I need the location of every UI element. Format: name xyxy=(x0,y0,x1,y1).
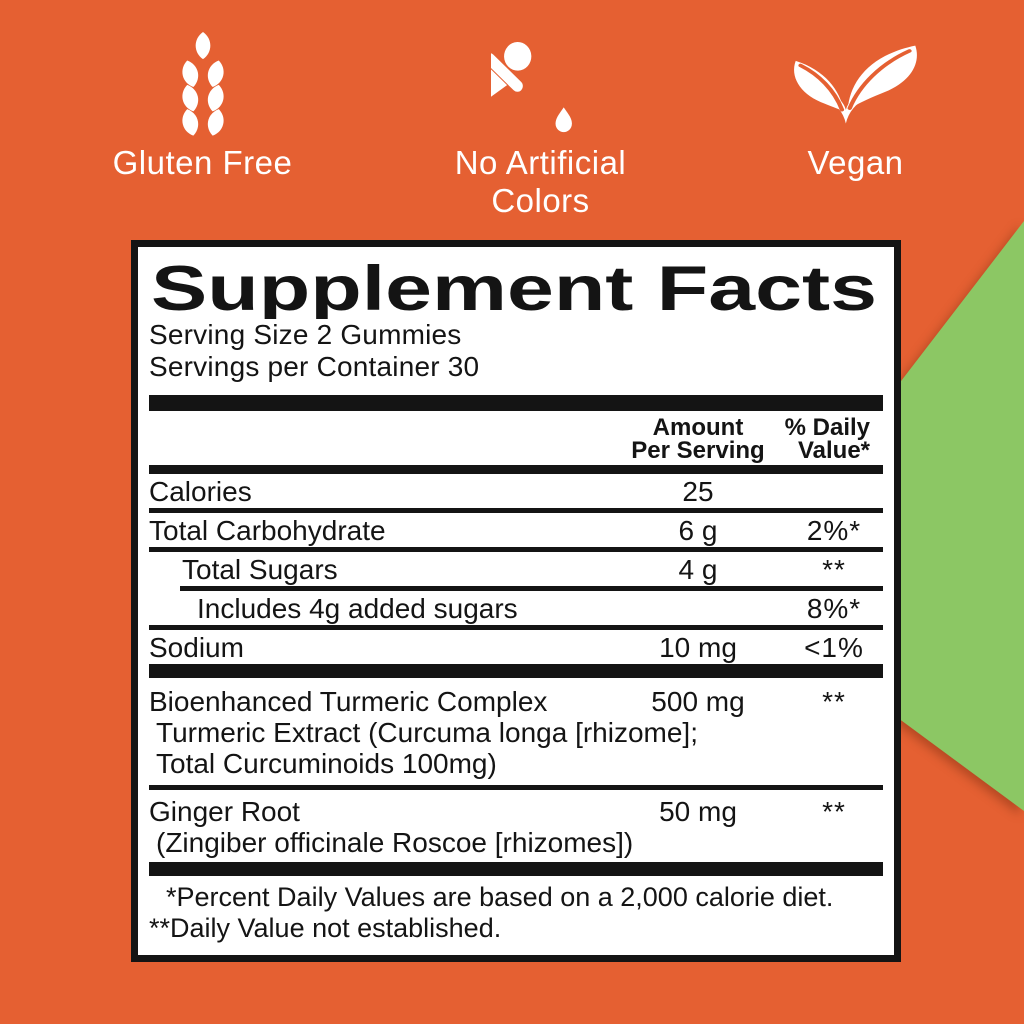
ingredient-row-turmeric-complex: Bioenhanced Turmeric Complex Turmeric Ex… xyxy=(149,678,883,785)
row-amount: 4 g xyxy=(678,554,718,585)
footnote-daily-value-not-established: **Daily Value not established. xyxy=(149,913,502,943)
panel-title: Supplement Facts xyxy=(149,253,883,324)
servings-per-container: Servings per Container 30 xyxy=(149,351,480,382)
row-separator xyxy=(149,625,883,630)
row-separator xyxy=(149,547,883,552)
row-separator xyxy=(180,586,883,591)
badge-no-artificial-colors: No Artificial Colors xyxy=(398,26,683,220)
badge-gluten-free-label: Gluten Free xyxy=(112,144,293,181)
badge-no-artificial-colors-label: No Artificial Colors xyxy=(454,144,627,219)
serving-size: Serving Size 2 Gummies xyxy=(149,319,462,350)
row-amount: 10 mg xyxy=(659,632,737,663)
svg-text:Supplement Facts: Supplement Facts xyxy=(151,254,877,319)
row-amount: 25 xyxy=(682,476,714,507)
divider-bar xyxy=(149,395,883,411)
leaves-icon xyxy=(713,26,998,140)
nutrient-row-calories: Calories 25 xyxy=(149,474,883,508)
row-amount: 50 mg xyxy=(659,796,737,827)
divider-bar xyxy=(149,862,883,876)
row-daily-value: ** xyxy=(822,686,846,717)
row-separator xyxy=(149,508,883,513)
row-label: Includes 4g added sugars xyxy=(197,593,518,624)
badge-vegan-label: Vegan xyxy=(807,144,904,181)
nutrient-row-total-carbohydrate: Total Carbohydrate 6 g 2%* xyxy=(149,513,883,547)
row-daily-value: ** xyxy=(822,554,846,585)
row-label: Sodium xyxy=(149,632,244,663)
row-daily-value: ** xyxy=(822,796,846,827)
ingredient-detail: Turmeric Extract (Curcuma longa [rhizome… xyxy=(156,717,698,748)
row-label: Calories xyxy=(149,476,252,507)
ingredient-detail: Total Curcuminoids 100mg) xyxy=(156,748,497,779)
ingredient-name: Bioenhanced Turmeric Complex xyxy=(149,686,548,717)
row-label: Total Sugars xyxy=(182,554,338,585)
ingredient-detail: (Zingiber officinale Roscoe [rhizomes]) xyxy=(156,827,634,858)
nutrient-row-sodium: Sodium 10 mg <1% xyxy=(149,630,883,664)
footnote-percent-daily-values: *Percent Daily Values are based on a 2,0… xyxy=(166,882,834,912)
divider-bar xyxy=(149,465,883,474)
row-amount: 6 g xyxy=(678,515,718,546)
row-label: Total Carbohydrate xyxy=(149,515,386,546)
row-daily-value: 2%* xyxy=(806,515,862,546)
row-daily-value: 8%* xyxy=(806,593,862,624)
column-header-daily-value: % Daily Value* xyxy=(784,414,870,464)
supplement-facts-panel: Supplement Facts Serving Size 2 Gummies … xyxy=(131,240,901,962)
column-header-amount: Amount Per Serving xyxy=(631,414,765,464)
dropper-icon xyxy=(398,26,683,140)
row-separator xyxy=(149,785,883,790)
row-amount: 500 mg xyxy=(651,686,745,717)
nutrient-row-added-sugars: Includes 4g added sugars 8%* xyxy=(149,591,883,625)
badge-vegan: Vegan xyxy=(713,26,998,182)
wheat-icon xyxy=(60,26,345,140)
nutrient-row-total-sugars: Total Sugars 4 g ** xyxy=(149,552,883,586)
footnotes: *Percent Daily Values are based on a 2,0… xyxy=(149,876,883,944)
ingredient-name: Ginger Root xyxy=(149,796,300,827)
column-headers: Amount Per Serving % Daily Value* xyxy=(149,411,883,465)
badge-gluten-free: Gluten Free xyxy=(60,26,345,182)
row-daily-value: <1% xyxy=(804,632,864,663)
divider-bar xyxy=(149,664,883,678)
ingredient-row-ginger-root: Ginger Root (Zingiber officinale Roscoe … xyxy=(149,790,883,862)
